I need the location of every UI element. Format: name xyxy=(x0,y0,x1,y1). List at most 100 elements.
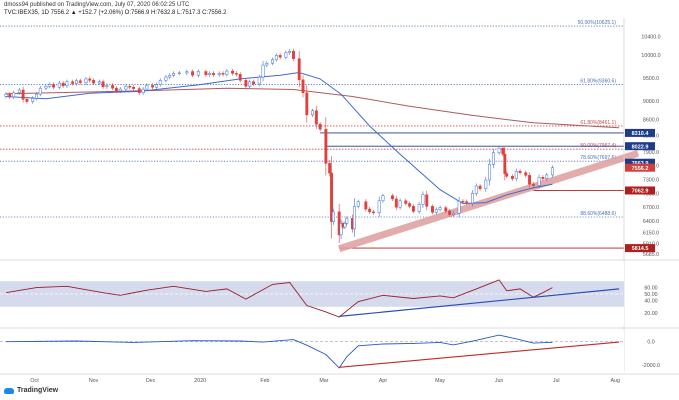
price-tag-bg-2 xyxy=(625,158,655,167)
sma-fast-line xyxy=(5,71,553,205)
candle-93 xyxy=(417,204,421,212)
candle-123 xyxy=(545,174,549,179)
tradingview-logo[interactable]: TradingView xyxy=(4,387,58,394)
header-symbol-line: TVC:IBEX35, 1D 7556.2 ▲ +152.7 (+2.06%) … xyxy=(4,10,227,16)
candle-60 xyxy=(278,55,282,58)
tradingview-logo-text: TradingView xyxy=(17,387,59,394)
fib-label-4: 78.60%(7697.6) xyxy=(580,155,616,161)
rsi-trendline xyxy=(339,288,620,317)
fib-label-0: 50.00%(10625.1) xyxy=(578,20,617,26)
macd-trendline xyxy=(339,341,620,368)
x-axis-label-8: Jun xyxy=(495,378,504,384)
fib-label-5: 88.60%(6488.6) xyxy=(580,211,616,217)
candle-119 xyxy=(528,175,532,185)
price-tag-bg-5 xyxy=(625,244,655,253)
candle-43 xyxy=(204,71,208,76)
rsi-axis-tick-2: 50.00 xyxy=(644,292,657,298)
price-axis-tick-2: 6150.0 xyxy=(643,231,659,237)
candle-95 xyxy=(425,194,429,207)
candle-55 xyxy=(257,76,261,85)
price-axis-tick-14: 10400.0 xyxy=(641,34,660,40)
price-axis-tick-8: 7900.0 xyxy=(643,150,659,156)
candle-82 xyxy=(364,201,368,210)
price-tag-bg-4 xyxy=(625,186,655,195)
candle-14 xyxy=(65,81,69,87)
candle-21 xyxy=(97,81,101,84)
candle-58 xyxy=(271,59,274,64)
price-axis-tick-11: 9000.0 xyxy=(643,99,659,105)
candle-29 xyxy=(132,86,136,89)
candle-30 xyxy=(137,88,141,94)
candle-37 xyxy=(168,74,172,78)
candle-27 xyxy=(124,86,128,90)
candle-87 xyxy=(391,195,394,200)
rsi-axis-tick-3: 60.00 xyxy=(644,286,657,292)
x-axis-label-0: Oct xyxy=(30,378,39,384)
x-axis-label-1: Nov xyxy=(89,378,99,384)
candle-84 xyxy=(372,211,375,214)
candle-52 xyxy=(244,80,248,87)
price-panel: 5685.05910.06150.06400.06700.07000.07300… xyxy=(0,18,679,375)
candle-78 xyxy=(345,218,349,224)
price-axis-tick-13: 10000.0 xyxy=(641,53,660,59)
candle-39 xyxy=(177,72,181,74)
candle-90 xyxy=(404,200,408,204)
candle-49 xyxy=(231,70,235,74)
candle-41 xyxy=(191,71,195,76)
price-tag-0: 8310.4 xyxy=(632,131,650,137)
candle-116 xyxy=(514,170,518,179)
candle-51 xyxy=(238,74,242,81)
candle-67 xyxy=(311,110,314,116)
candle-26 xyxy=(118,88,122,92)
candle-75 xyxy=(339,223,343,236)
candle-124 xyxy=(550,167,554,176)
price-tag-3: 7556.2 xyxy=(632,166,649,172)
candle-101 xyxy=(451,212,455,215)
candle-44 xyxy=(208,73,212,76)
candle-70 xyxy=(324,128,328,164)
price-tag-4: 7062.9 xyxy=(632,189,649,195)
candle-12 xyxy=(57,82,61,88)
candle-18 xyxy=(84,78,88,83)
candle-121 xyxy=(537,176,541,186)
candle-28 xyxy=(128,86,132,88)
x-axis: Oct Nov Dec 2020 Feb Mar Apr May Jun Jul Aug xyxy=(30,378,620,384)
candle-10 xyxy=(48,84,52,87)
candle-57 xyxy=(265,62,269,66)
trend-band xyxy=(338,149,640,253)
candle-20 xyxy=(92,80,96,84)
candle-36 xyxy=(164,76,168,81)
candle-16 xyxy=(74,80,78,84)
candle-117 xyxy=(518,170,522,173)
candle-104 xyxy=(465,201,469,204)
candle-97 xyxy=(434,209,438,213)
candle-112 xyxy=(501,147,505,155)
candle-92 xyxy=(411,206,415,212)
x-axis-label-6: Apr xyxy=(379,378,387,384)
price-tag-5: 5814.5 xyxy=(632,246,649,252)
candle-24 xyxy=(111,85,115,89)
candle-91 xyxy=(408,203,412,207)
candle-64 xyxy=(297,58,301,81)
candle-32 xyxy=(145,85,149,90)
candle-118 xyxy=(524,172,528,176)
candle-33 xyxy=(151,85,155,88)
candle-23 xyxy=(105,85,109,88)
candle-103 xyxy=(461,200,465,203)
candle-35 xyxy=(158,80,162,85)
candle-107 xyxy=(478,185,482,190)
candle-113 xyxy=(503,153,507,174)
candle-22 xyxy=(101,81,105,88)
x-axis-label-9: Jul xyxy=(553,378,560,384)
candle-73 xyxy=(332,211,335,222)
candle-9 xyxy=(44,86,48,89)
candle-47 xyxy=(221,73,225,75)
price-plot-area xyxy=(0,18,624,258)
rsi-axis-tick-1: 40.00 xyxy=(644,298,657,304)
candle-59 xyxy=(274,55,278,60)
x-axis-label-3: 2020 xyxy=(194,378,206,384)
candle-68 xyxy=(314,110,318,125)
candle-86 xyxy=(381,195,385,202)
candle-111 xyxy=(497,147,501,154)
